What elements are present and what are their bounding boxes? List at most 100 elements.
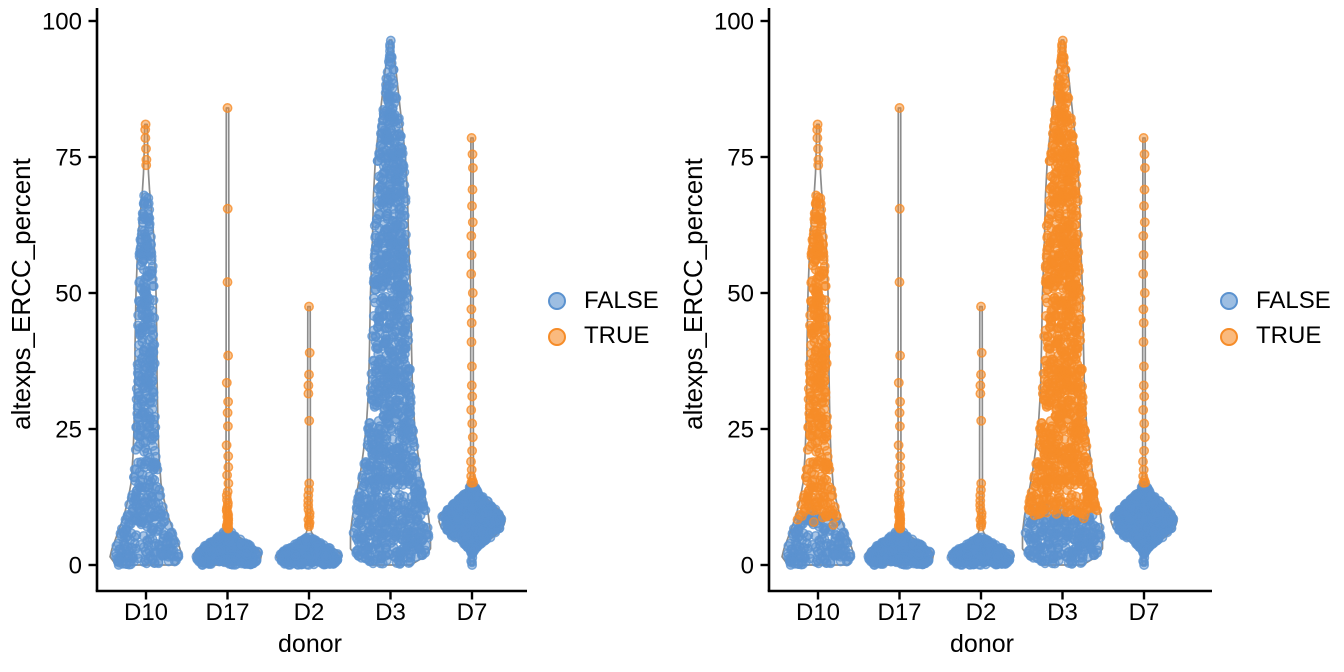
data-point bbox=[813, 143, 823, 154]
data-point bbox=[382, 91, 393, 102]
data-point bbox=[1000, 558, 1011, 569]
data-point bbox=[831, 550, 841, 560]
data-point bbox=[395, 556, 406, 567]
data-point bbox=[818, 379, 828, 390]
data-point bbox=[391, 397, 402, 408]
data-point bbox=[801, 472, 812, 483]
data-point bbox=[320, 550, 331, 561]
data-point bbox=[467, 418, 478, 429]
data-point bbox=[285, 559, 296, 570]
data-point bbox=[172, 552, 183, 562]
x-tick-label: D7 bbox=[457, 599, 488, 626]
data-point bbox=[828, 519, 839, 530]
data-point bbox=[386, 260, 397, 271]
legend-item-false: FALSE bbox=[548, 287, 659, 314]
data-point bbox=[460, 523, 471, 533]
data-point bbox=[370, 232, 381, 243]
data-point bbox=[813, 160, 824, 171]
data-point bbox=[221, 377, 232, 388]
data-point bbox=[946, 552, 957, 563]
data-point bbox=[399, 257, 410, 268]
data-point bbox=[490, 517, 501, 527]
data-point bbox=[304, 301, 314, 312]
data-point bbox=[466, 230, 477, 241]
data-point bbox=[122, 549, 133, 560]
data-point bbox=[145, 512, 156, 523]
data-point bbox=[328, 558, 339, 569]
data-point bbox=[311, 537, 322, 548]
data-point bbox=[807, 539, 818, 550]
data-point bbox=[394, 118, 405, 129]
data-point bbox=[895, 451, 906, 462]
data-point bbox=[466, 337, 477, 347]
data-point bbox=[1028, 545, 1039, 556]
data-point bbox=[831, 511, 842, 522]
data-point bbox=[134, 323, 145, 334]
data-point bbox=[893, 440, 904, 451]
data-point bbox=[838, 538, 849, 548]
x-ticks: D10 D17 D2 D3 D7 bbox=[124, 591, 487, 626]
data-point bbox=[134, 480, 144, 491]
data-point bbox=[129, 531, 140, 542]
points-false-D10 bbox=[111, 190, 184, 570]
data-point bbox=[143, 198, 154, 209]
data-point bbox=[820, 329, 831, 340]
data-point bbox=[131, 515, 142, 526]
data-point bbox=[467, 149, 478, 160]
data-point bbox=[1075, 558, 1086, 569]
data-point bbox=[913, 549, 924, 560]
data-point bbox=[817, 512, 828, 523]
data-point bbox=[895, 462, 906, 473]
data-point bbox=[806, 323, 817, 334]
data-point bbox=[399, 491, 410, 502]
data-point bbox=[386, 319, 397, 330]
data-point bbox=[386, 511, 397, 522]
data-point bbox=[896, 536, 907, 547]
data-point bbox=[385, 239, 396, 250]
data-point bbox=[1060, 527, 1071, 538]
data-point bbox=[159, 550, 169, 560]
data-point bbox=[138, 531, 149, 541]
data-point bbox=[297, 558, 308, 569]
data-point bbox=[404, 407, 415, 417]
data-point bbox=[459, 531, 470, 542]
data-point bbox=[1067, 556, 1078, 567]
data-point bbox=[790, 528, 801, 538]
data-point bbox=[452, 514, 463, 525]
data-point bbox=[447, 507, 457, 518]
data-point bbox=[1043, 527, 1054, 538]
data-point bbox=[810, 531, 821, 541]
data-point bbox=[919, 558, 930, 569]
data-point bbox=[366, 437, 377, 448]
points-true-D10 bbox=[140, 119, 152, 171]
data-point bbox=[386, 51, 397, 62]
data-point bbox=[241, 549, 252, 560]
data-point bbox=[467, 475, 478, 486]
data-point bbox=[397, 315, 408, 326]
data-point bbox=[133, 504, 144, 515]
data-point bbox=[135, 539, 146, 550]
data-point bbox=[391, 179, 402, 190]
data-point bbox=[222, 277, 233, 288]
data-point bbox=[145, 488, 156, 499]
data-point bbox=[908, 539, 919, 550]
data-point bbox=[398, 245, 409, 256]
data-point bbox=[247, 558, 258, 569]
data-point bbox=[388, 453, 399, 464]
data-point bbox=[222, 103, 233, 113]
data-point bbox=[467, 445, 478, 456]
data-point bbox=[289, 539, 300, 550]
data-point bbox=[373, 415, 384, 426]
data-point bbox=[221, 440, 232, 451]
data-point bbox=[969, 558, 980, 569]
data-point bbox=[223, 462, 234, 473]
data-point bbox=[399, 167, 410, 178]
data-point bbox=[159, 511, 170, 522]
data-point bbox=[467, 432, 478, 443]
data-point bbox=[166, 538, 177, 548]
data-point bbox=[222, 421, 233, 432]
data-point bbox=[467, 502, 478, 513]
data-point bbox=[817, 318, 828, 329]
